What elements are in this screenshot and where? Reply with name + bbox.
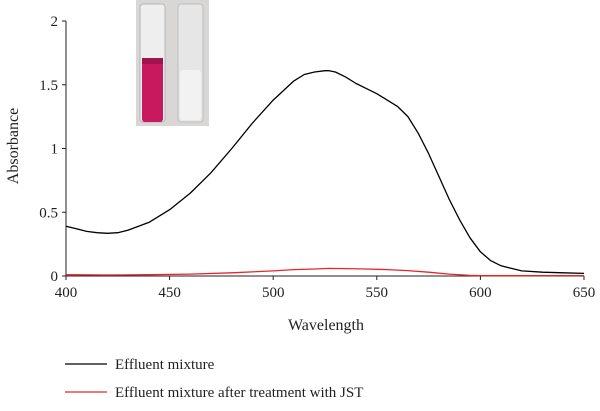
y-axis-label: Absorbance xyxy=(5,108,22,184)
x-tick-label: 450 xyxy=(158,285,181,301)
y-tick-label: 1.5 xyxy=(39,78,58,94)
y-tick-label: 2 xyxy=(51,14,59,30)
y-tick-label: 1 xyxy=(51,142,59,158)
tube-left-liquid xyxy=(142,62,163,122)
series-layer xyxy=(65,70,585,277)
x-tick-label: 600 xyxy=(469,285,492,301)
legend-label-effluent-mixture: Effluent mixture xyxy=(115,357,215,373)
x-tick-label: 400 xyxy=(55,285,78,301)
x-tick-label: 650 xyxy=(573,285,596,301)
y-tick-label: 0 xyxy=(51,269,59,285)
inset-photo xyxy=(136,0,209,126)
x-tick-label: 550 xyxy=(366,285,389,301)
x-axis-label: Wavelength xyxy=(288,317,364,334)
x-tick-label: 500 xyxy=(262,285,285,301)
series-line-after-treatment xyxy=(65,267,584,277)
tick-layer: 400 450 500 550 600 650 0 0.5 1 1.5 2 xyxy=(39,14,595,301)
tube-right-liquid xyxy=(180,70,201,120)
y-tick-label: 0.5 xyxy=(39,205,58,221)
series-line-effluent-mixture xyxy=(65,70,585,275)
legend: Effluent mixture Effluent mixture after … xyxy=(65,357,363,401)
legend-label-after-treatment: Effluent mixture after treatment with JS… xyxy=(115,385,363,401)
tube-left-meniscus xyxy=(142,58,163,64)
